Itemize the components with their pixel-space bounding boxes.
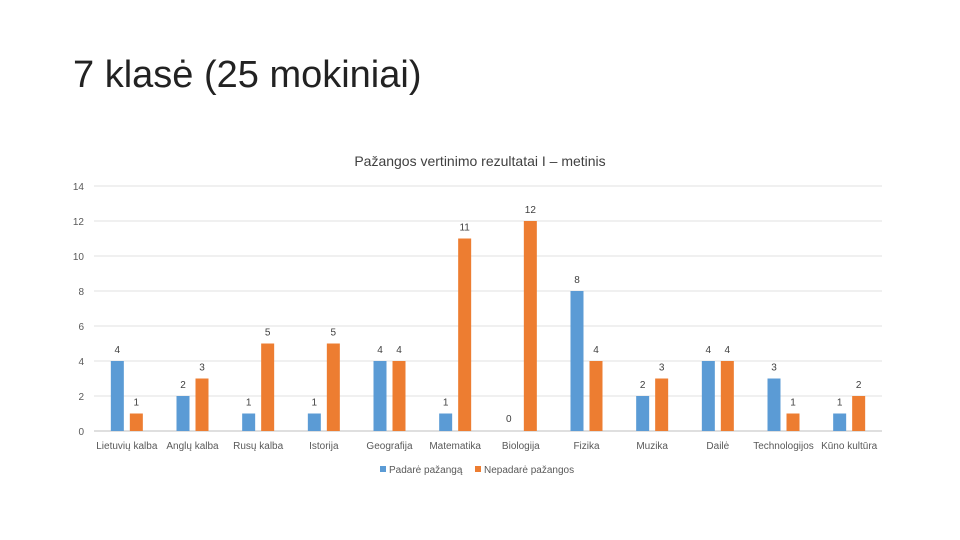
data-label: 3 — [771, 363, 777, 374]
x-tick-label: Geografija — [366, 441, 413, 452]
x-tick-label: Matematika — [429, 441, 481, 452]
x-tick-label: Lietuvių kalba — [96, 441, 158, 452]
legend-swatch — [380, 466, 386, 472]
bar-padare — [307, 413, 321, 431]
bar-nepadare — [392, 361, 406, 431]
data-label: 11 — [459, 223, 470, 234]
y-tick-label: 12 — [73, 217, 85, 228]
bar-padare — [242, 413, 256, 431]
data-label: 1 — [134, 398, 140, 409]
data-label: 2 — [640, 380, 646, 391]
data-label: 5 — [265, 328, 271, 339]
bar-padare — [636, 396, 650, 431]
bar-nepadare — [655, 378, 669, 431]
data-label: 4 — [377, 345, 383, 356]
bar-padare — [176, 396, 190, 431]
y-tick-label: 10 — [73, 252, 85, 263]
bar-nepadare — [326, 343, 340, 431]
data-label: 12 — [525, 205, 537, 216]
data-label: 4 — [396, 345, 402, 356]
bar-padare — [373, 361, 387, 431]
bar-nepadare — [129, 413, 143, 431]
legend-label: Nepadarė pažangos — [484, 465, 574, 476]
bar-nepadare — [786, 413, 800, 431]
data-label: 1 — [790, 398, 796, 409]
data-label: 2 — [180, 380, 186, 391]
bar-padare — [439, 413, 453, 431]
bar-padare — [701, 361, 715, 431]
bar-nepadare — [458, 238, 472, 431]
y-tick-label: 8 — [78, 287, 84, 298]
data-label: 1 — [246, 398, 252, 409]
x-tick-label: Istorija — [309, 441, 339, 452]
bar-padare — [110, 361, 124, 431]
y-tick-label: 0 — [78, 427, 84, 438]
x-tick-label: Fizika — [573, 441, 600, 452]
x-tick-label: Biologija — [502, 441, 540, 452]
x-tick-label: Dailė — [706, 441, 729, 452]
y-tick-label: 4 — [78, 357, 84, 368]
x-tick-label: Rusų kalba — [233, 441, 283, 452]
bar-nepadare — [852, 396, 866, 431]
y-tick-label: 2 — [78, 392, 84, 403]
bar-nepadare — [589, 361, 603, 431]
data-label: 8 — [574, 275, 580, 286]
bar-nepadare — [720, 361, 734, 431]
bar-padare — [833, 413, 847, 431]
x-tick-label: Kūno kultūra — [821, 441, 878, 452]
x-tick-label: Anglų kalba — [166, 441, 219, 452]
data-label: 4 — [115, 345, 121, 356]
bar-nepadare — [261, 343, 275, 431]
data-label: 4 — [725, 345, 731, 356]
data-label: 3 — [199, 363, 205, 374]
data-label: 4 — [706, 345, 712, 356]
legend-swatch — [475, 466, 481, 472]
x-tick-label: Muzika — [636, 441, 668, 452]
data-label: 5 — [331, 328, 337, 339]
data-label: 3 — [659, 363, 665, 374]
y-tick-label: 14 — [73, 182, 85, 193]
data-label: 1 — [312, 398, 318, 409]
bar-nepadare — [523, 221, 537, 431]
bar-nepadare — [195, 378, 209, 431]
annotation-label: 0 — [506, 414, 512, 425]
x-tick-label: Technologijos — [753, 441, 814, 452]
y-tick-label: 6 — [78, 322, 84, 333]
data-label: 1 — [443, 398, 449, 409]
slide-title: 7 klasė (25 mokiniai) — [73, 54, 422, 96]
data-label: 4 — [593, 345, 599, 356]
legend-label: Padarė pažangą — [389, 465, 463, 476]
bar-padare — [767, 378, 781, 431]
data-label: 2 — [856, 380, 862, 391]
bar-padare — [570, 291, 584, 431]
data-label: 1 — [837, 398, 843, 409]
chart-title: Pažangos vertinimo rezultatai I – metini… — [354, 153, 605, 169]
